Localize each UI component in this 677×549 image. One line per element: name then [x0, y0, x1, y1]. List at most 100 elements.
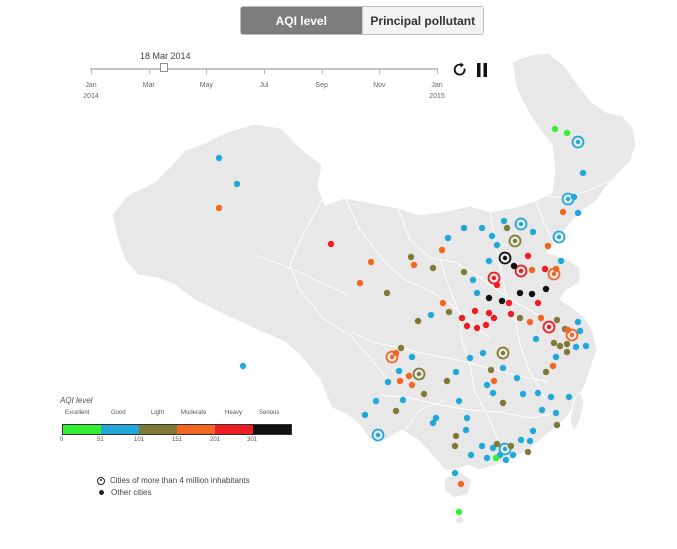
city-marker[interactable] — [537, 314, 545, 322]
city-marker[interactable] — [396, 377, 404, 385]
timeline-slider[interactable]: 18 Mar 2014 Jan 2014 Mar May Jul Sep Nov Jan 201… — [83, 48, 445, 108]
city-marker[interactable] — [471, 307, 479, 315]
big-city-marker[interactable] — [514, 217, 528, 231]
city-marker[interactable] — [510, 262, 518, 270]
city-marker[interactable] — [493, 440, 501, 448]
city-marker[interactable] — [541, 265, 549, 273]
city-marker[interactable] — [532, 335, 540, 343]
big-city-marker-center[interactable] — [416, 371, 422, 377]
city-marker[interactable] — [524, 448, 532, 456]
city-marker[interactable] — [457, 480, 465, 488]
city-marker[interactable] — [452, 368, 460, 376]
city-marker[interactable] — [462, 426, 470, 434]
big-city-marker-center[interactable] — [502, 255, 508, 261]
city-marker[interactable] — [582, 342, 590, 350]
city-marker[interactable] — [215, 204, 223, 212]
big-city-marker[interactable] — [371, 428, 385, 442]
city-marker[interactable] — [427, 311, 435, 319]
city-marker[interactable] — [524, 252, 532, 260]
city-marker[interactable] — [487, 366, 495, 374]
city-marker[interactable] — [544, 242, 552, 250]
city-marker[interactable] — [574, 318, 582, 326]
city-marker[interactable] — [478, 224, 486, 232]
city-marker[interactable] — [529, 228, 537, 236]
city-marker[interactable] — [215, 154, 223, 162]
city-marker[interactable] — [553, 421, 561, 429]
city-marker[interactable] — [356, 279, 364, 287]
city-marker[interactable] — [458, 314, 466, 322]
city-marker[interactable] — [528, 290, 536, 298]
city-marker[interactable] — [473, 289, 481, 297]
big-city-marker[interactable] — [547, 267, 561, 281]
city-marker[interactable] — [460, 224, 468, 232]
big-city-marker-center[interactable] — [389, 354, 395, 360]
city-marker[interactable] — [547, 393, 555, 401]
city-marker[interactable] — [460, 268, 468, 276]
city-marker[interactable] — [509, 451, 517, 459]
big-city-marker[interactable] — [542, 320, 556, 334]
city-marker[interactable] — [478, 442, 486, 450]
refresh-button[interactable] — [451, 60, 469, 80]
big-city-marker-center[interactable] — [518, 221, 524, 227]
city-marker[interactable] — [485, 257, 493, 265]
city-marker[interactable] — [367, 258, 375, 266]
city-marker[interactable] — [443, 377, 451, 385]
city-marker[interactable] — [408, 353, 416, 361]
big-city-marker-center[interactable] — [500, 350, 506, 356]
big-city-marker[interactable] — [496, 346, 510, 360]
pause-button[interactable] — [474, 60, 492, 80]
city-marker[interactable] — [563, 129, 571, 137]
big-city-marker-center[interactable] — [512, 238, 518, 244]
city-marker[interactable] — [516, 289, 524, 297]
timeline-thumb[interactable] — [159, 63, 168, 72]
city-marker[interactable] — [493, 241, 501, 249]
city-marker[interactable] — [519, 390, 527, 398]
city-marker[interactable] — [556, 342, 564, 350]
big-city-marker[interactable] — [412, 367, 426, 381]
city-marker[interactable] — [384, 378, 392, 386]
city-marker[interactable] — [513, 374, 521, 382]
city-marker[interactable] — [552, 409, 560, 417]
big-city-marker[interactable] — [514, 264, 528, 278]
big-city-marker[interactable] — [385, 350, 399, 364]
big-city-marker-center[interactable] — [546, 324, 552, 330]
city-marker[interactable] — [503, 224, 511, 232]
city-marker[interactable] — [452, 432, 460, 440]
big-city-marker-center[interactable] — [518, 268, 524, 274]
city-marker[interactable] — [542, 368, 550, 376]
city-marker[interactable] — [444, 234, 452, 242]
city-marker[interactable] — [507, 310, 515, 318]
city-marker[interactable] — [451, 442, 459, 450]
city-marker[interactable] — [574, 209, 582, 217]
city-marker[interactable] — [473, 324, 481, 332]
city-marker[interactable] — [538, 406, 546, 414]
city-marker[interactable] — [383, 289, 391, 297]
aqi-level-tab[interactable]: AQI level — [241, 7, 362, 34]
city-marker[interactable] — [516, 314, 524, 322]
city-marker[interactable] — [498, 297, 506, 305]
city-marker[interactable] — [405, 372, 413, 380]
city-marker[interactable] — [557, 257, 565, 265]
city-marker[interactable] — [327, 240, 335, 248]
big-city-marker[interactable] — [498, 251, 512, 265]
city-marker[interactable] — [489, 444, 497, 452]
city-marker[interactable] — [399, 396, 407, 404]
city-marker[interactable] — [407, 253, 415, 261]
city-marker[interactable] — [489, 389, 497, 397]
principal-pollutant-tab[interactable]: Principal pollutant — [361, 7, 483, 34]
city-marker[interactable] — [499, 399, 507, 407]
city-marker[interactable] — [432, 414, 440, 422]
big-city-marker[interactable] — [508, 234, 522, 248]
city-marker[interactable] — [529, 427, 537, 435]
city-marker[interactable] — [507, 442, 515, 450]
city-marker[interactable] — [463, 322, 471, 330]
city-marker[interactable] — [579, 169, 587, 177]
city-marker[interactable] — [361, 411, 369, 419]
city-marker[interactable] — [505, 299, 513, 307]
city-marker[interactable] — [500, 217, 508, 225]
city-marker[interactable] — [239, 362, 247, 370]
city-marker[interactable] — [502, 456, 510, 464]
city-marker[interactable] — [451, 469, 459, 477]
city-marker[interactable] — [526, 318, 534, 326]
city-marker[interactable] — [483, 381, 491, 389]
